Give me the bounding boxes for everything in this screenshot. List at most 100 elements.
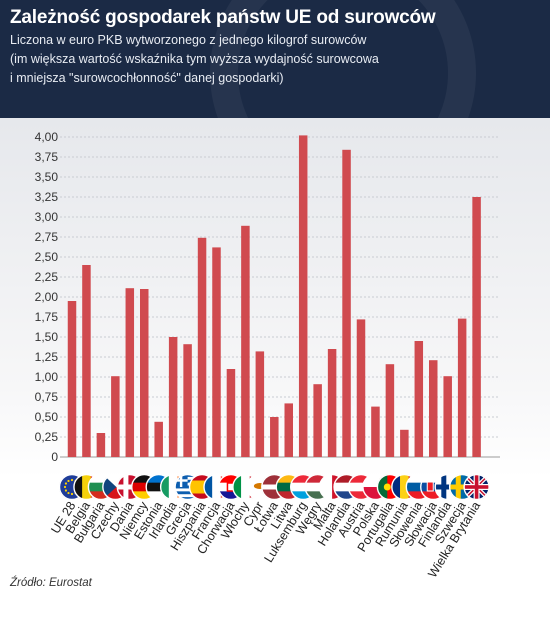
flag-stripe xyxy=(145,474,172,484)
flag-cross xyxy=(116,484,143,490)
bar xyxy=(472,197,481,457)
flag-stripe xyxy=(174,494,201,498)
bar xyxy=(183,344,192,457)
bar xyxy=(125,288,135,457)
slovenia-flag-icon xyxy=(405,474,432,500)
flag-stripe xyxy=(400,474,410,500)
flag-stripe xyxy=(348,482,374,492)
y-tick-label: 4,00 xyxy=(35,130,59,144)
flag-star xyxy=(63,485,67,489)
flag-stripe xyxy=(275,482,302,492)
flag-star xyxy=(64,489,68,492)
bar xyxy=(241,225,250,457)
bar xyxy=(400,429,409,457)
y-tick-label: 1,00 xyxy=(35,370,59,384)
bar xyxy=(298,135,308,457)
subtitle-line-1: Liczona w euro PKB wytworzonego z jedneg… xyxy=(10,33,367,47)
bar xyxy=(154,421,163,457)
y-tick-label: 0,50 xyxy=(35,410,59,424)
y-tick-label: 0 xyxy=(51,450,58,464)
flag-stripe xyxy=(333,491,360,500)
hungary-flag-icon xyxy=(304,474,331,500)
flag-stripe xyxy=(319,474,333,500)
flag-stripe xyxy=(217,474,244,484)
source-note: Źródło: Eurostat xyxy=(10,577,92,589)
netherlands-flag-icon xyxy=(333,474,360,500)
flag-stripe xyxy=(333,482,360,492)
flag-stripe xyxy=(203,474,213,500)
flag-stripe xyxy=(160,474,170,500)
germany-flag-icon xyxy=(131,474,158,500)
flag-stripe xyxy=(391,474,401,500)
flag-stripe xyxy=(348,491,374,500)
flag-stripe xyxy=(304,491,331,500)
flag-stripe xyxy=(290,474,317,484)
flag-stripe xyxy=(405,474,432,484)
bar xyxy=(429,360,438,457)
y-tick-label: 0,75 xyxy=(35,390,59,404)
flag-stripe xyxy=(405,482,432,492)
flag-stripe xyxy=(376,474,388,500)
bar xyxy=(140,289,149,457)
y-tick-label: 2,25 xyxy=(35,270,59,284)
flag-stripe xyxy=(304,482,331,492)
y-tick-label: 0,25 xyxy=(35,430,59,444)
y-tick-label: 2,75 xyxy=(35,230,59,244)
bar xyxy=(270,417,279,457)
y-tick-label: 1,50 xyxy=(35,330,59,344)
flag-stripe xyxy=(232,474,242,500)
chart-header: Zależność gospodarek państw UE od surowc… xyxy=(0,0,550,118)
flag-stripe xyxy=(131,482,158,492)
subtitle-line-3: i mniejsza "surowcochłonność" danej gosp… xyxy=(10,71,284,85)
flag-star xyxy=(67,479,70,483)
flag-stripe xyxy=(174,488,201,492)
y-tick-label: 3,50 xyxy=(35,170,59,184)
flag-emblem xyxy=(426,481,434,492)
subtitle-line-2: (im większa wartość wskaźnika tym wyższa… xyxy=(10,52,379,66)
flag-cross xyxy=(179,474,183,487)
flag-stripe xyxy=(168,474,178,500)
flag-stripe xyxy=(145,491,172,500)
flag-stripe xyxy=(420,491,447,500)
flag-stripe xyxy=(217,491,244,500)
flag-stripe xyxy=(290,482,317,492)
flag-stripe xyxy=(145,482,172,492)
y-tick-label: 1,25 xyxy=(35,350,59,364)
bar xyxy=(226,369,236,457)
bar xyxy=(212,247,221,457)
y-tick-label: 3,25 xyxy=(35,190,59,204)
bar xyxy=(111,376,120,457)
bar xyxy=(342,149,351,458)
flag-cross xyxy=(463,485,490,489)
flag-stripe xyxy=(87,491,114,500)
flag-stripe xyxy=(131,491,158,500)
flag-cross xyxy=(449,484,476,490)
flag-emblem xyxy=(383,483,391,491)
flag-stripe xyxy=(241,474,251,500)
flag-stripe xyxy=(131,474,158,484)
bar xyxy=(67,301,77,457)
y-tick-label: 2,00 xyxy=(35,290,59,304)
flag-stripe xyxy=(87,474,114,484)
flag-stripe xyxy=(174,485,201,489)
flag-triangle xyxy=(102,474,117,500)
y-tick-label: 1,75 xyxy=(35,310,59,324)
bar xyxy=(313,384,322,457)
bar xyxy=(197,237,207,457)
austria-flag-icon xyxy=(348,474,374,500)
flag-star xyxy=(67,491,70,495)
flag-stripe xyxy=(261,484,288,490)
flag-stripe xyxy=(420,474,447,484)
bar xyxy=(371,406,380,457)
bar xyxy=(255,351,265,457)
flag-stripe xyxy=(275,491,302,500)
bar xyxy=(284,403,293,457)
estonia-flag-icon xyxy=(145,474,172,500)
flag-cross xyxy=(434,484,461,490)
flag-stripe xyxy=(82,474,92,500)
bar xyxy=(457,318,467,457)
flag-stripe xyxy=(174,497,201,500)
bar xyxy=(327,349,337,457)
bar xyxy=(385,364,395,457)
